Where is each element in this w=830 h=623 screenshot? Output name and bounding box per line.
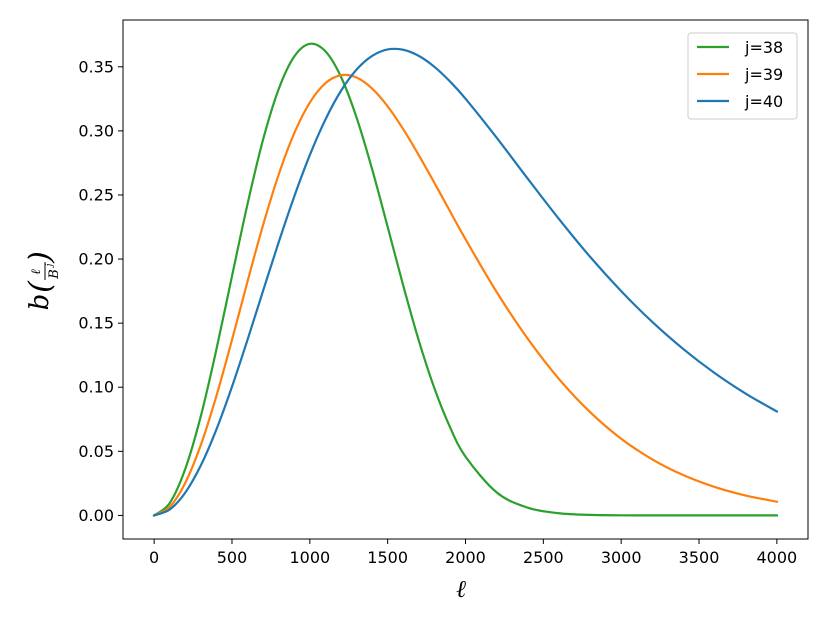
y-tick-label: 0.25 <box>78 185 114 204</box>
series-line-j=40 <box>152 47 779 517</box>
x-tick-label: 4000 <box>757 548 798 567</box>
legend: j=38 j=39 j=40 <box>687 32 798 120</box>
legend-box <box>687 32 798 120</box>
x-axis-label: ℓ <box>456 575 466 603</box>
y-tick-label: 0.15 <box>78 314 114 333</box>
series-line-j=39 <box>152 73 779 517</box>
x-tick-label: 1500 <box>367 548 408 567</box>
legend-label-j=39: j=39 <box>744 65 783 84</box>
x-tick-label: 3500 <box>679 548 720 567</box>
x-tick-label: 1000 <box>289 548 330 567</box>
y-axis-label-paren-open: ( <box>23 280 58 293</box>
legend-label-j=40: j=40 <box>744 92 783 111</box>
y-axis-label-numerator: ℓ <box>29 269 44 275</box>
x-tick-label: 3000 <box>601 548 642 567</box>
y-axis-label-exponent: j <box>45 263 55 268</box>
axes: 0 500 1000 1500 2000 2500 3000 3500 4000 0.00 0.05… <box>78 19 809 567</box>
plot-area <box>152 42 779 517</box>
legend-label-j=38: j=38 <box>744 38 783 57</box>
x-tick-label: 2000 <box>445 548 486 567</box>
y-tick-label: 0.30 <box>78 121 114 140</box>
series-line-j=38 <box>152 42 778 517</box>
y-tick-label: 0.00 <box>78 506 114 525</box>
y-axis-label-b: b <box>25 294 55 311</box>
x-tick-label: 0 <box>149 548 159 567</box>
y-axis-label-denominator: B <box>47 269 62 280</box>
y-tick-label: 0.05 <box>78 442 114 461</box>
x-tick-label: 500 <box>217 548 248 567</box>
y-tick-label: 0.10 <box>78 378 114 397</box>
y-axis-label-paren-close: ) <box>23 251 58 264</box>
y-axis-label: b ( ℓ B j ) <box>23 251 62 310</box>
y-tick-label: 0.20 <box>78 250 114 269</box>
y-tick-label: 0.35 <box>78 57 114 76</box>
x-tick-label: 2500 <box>523 548 564 567</box>
